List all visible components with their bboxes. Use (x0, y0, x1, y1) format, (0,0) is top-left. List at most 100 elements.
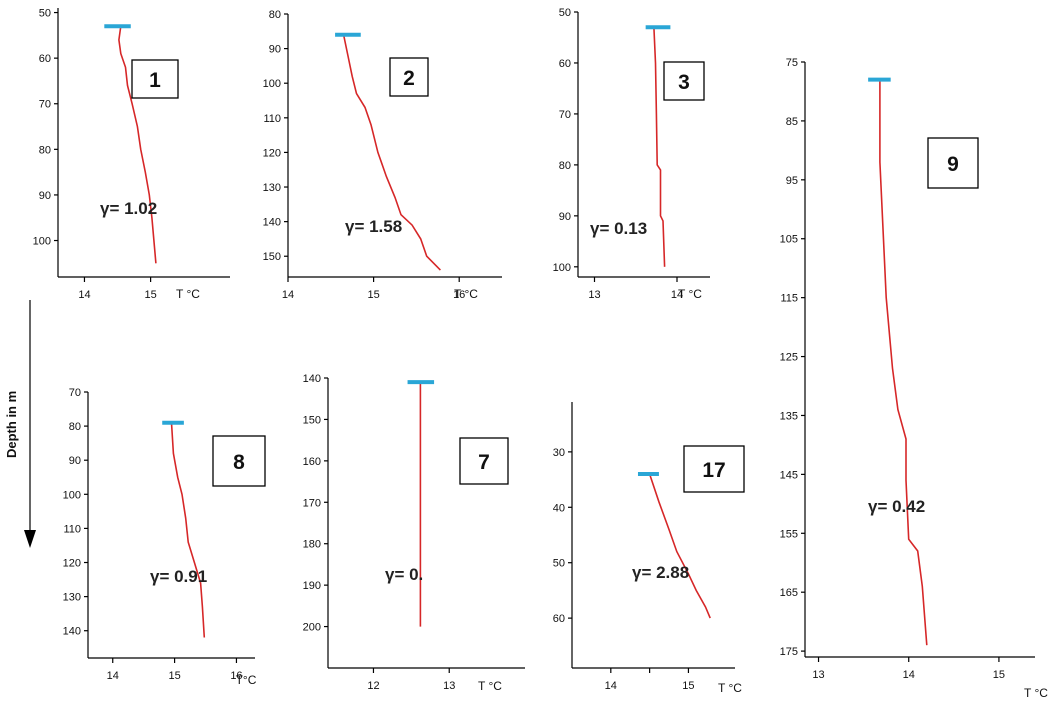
y-tick-label: 100 (553, 262, 571, 274)
temperature-profile-line (648, 473, 711, 619)
temperature-profile-line (879, 79, 928, 646)
x-tick-label: 15 (682, 680, 694, 692)
y-tick-label: 160 (303, 456, 321, 468)
gamma-annotation: γ= 0.13 (590, 219, 647, 238)
x-tick-label: 12 (367, 680, 379, 692)
gamma-annotation: γ= 0.91 (150, 567, 207, 586)
y-tick-label: 130 (263, 182, 281, 194)
y-tick-label: 150 (263, 251, 281, 263)
profile-number-label: 3 (678, 71, 690, 94)
y-tick-label: 140 (263, 217, 281, 229)
y-tick-label: 180 (303, 539, 321, 551)
y-tick-label: 60 (559, 58, 571, 70)
y-tick-label: 125 (780, 352, 798, 364)
x-unit-label: T °C (176, 287, 200, 301)
y-tick-label: 120 (63, 558, 81, 570)
y-tick-label: 165 (780, 587, 798, 599)
y-tick-label: 85 (786, 116, 798, 128)
x-unit-label: T°C (236, 673, 257, 687)
y-tick-label: 50 (553, 558, 565, 570)
y-tick-label: 75 (786, 57, 798, 69)
y-tick-label: 80 (39, 144, 51, 156)
y-tick-label: 80 (559, 160, 571, 172)
temperature-profile-line (118, 26, 157, 264)
y-tick-label: 130 (63, 592, 81, 604)
x-tick-label: 14 (78, 289, 90, 301)
temperature-profile-line (653, 27, 666, 267)
y-tick-label: 120 (263, 147, 281, 159)
y-tick-label: 170 (303, 497, 321, 509)
y-tick-label: 100 (63, 489, 81, 501)
y-tick-label: 100 (33, 236, 51, 248)
y-tick-label: 90 (39, 190, 51, 202)
profile-number-box (683, 445, 745, 493)
y-tick-label: 60 (553, 613, 565, 625)
y-tick-label: 135 (780, 410, 798, 422)
chart-2: 80 90 100 110 120 130 140 150 14 15 16T °C 2 γ= 1.58 (263, 9, 502, 301)
profile-number-box (663, 61, 705, 101)
y-tick-label: 105 (780, 234, 798, 246)
y-tick-label: 60 (39, 53, 51, 65)
x-tick-label: 14 (903, 669, 915, 681)
y-tick-label: 40 (553, 502, 565, 514)
gamma-annotation: γ= 0.42 (868, 497, 925, 516)
temperature-profile-line (170, 422, 206, 638)
y-tick-label: 200 (303, 622, 321, 634)
x-tick-label: 15 (168, 670, 180, 682)
profile-number-box (131, 59, 179, 99)
x-tick-label: 14 (282, 289, 294, 301)
profile-number-label: 7 (478, 451, 490, 474)
profile-number-box (212, 435, 266, 487)
gamma-annotation: γ= 2.88 (632, 563, 689, 582)
y-tick-label: 95 (786, 175, 798, 187)
x-tick-label: 14 (671, 289, 683, 301)
x-tick-label: 13 (443, 680, 455, 692)
x-unit-label: T °C (478, 679, 502, 693)
profile-number-box (927, 137, 979, 189)
chart-7: 140 150 160 170 180 190 200 12 13 T °C 7 γ= 0. (303, 373, 525, 693)
chart-1: 50 60 70 80 90 100 14 15 T °C 1 γ= 1.02 (33, 8, 230, 301)
y-tick-label: 150 (303, 414, 321, 426)
y-tick-label: 80 (269, 9, 281, 21)
y-tick-label: 50 (39, 8, 51, 20)
y-tick-label: 100 (263, 78, 281, 90)
x-tick-label: 14 (605, 680, 617, 692)
y-tick-label: 90 (559, 211, 571, 223)
chart-17: 30 40 50 60 14 15 T °C 17 γ= 2.88 (553, 402, 745, 695)
x-unit-label: T °C (718, 681, 742, 695)
y-tick-label: 50 (559, 7, 571, 19)
depth-annotation: Depth in m (4, 300, 36, 548)
profile-number-label: 8 (233, 451, 245, 474)
chart-9: 75 85 95 105 115 125 135 145 155 165 175 13 14 15 T °C… (780, 57, 1049, 700)
temperature-profile-line (342, 34, 441, 271)
profile-number-box (459, 437, 509, 485)
gamma-annotation: γ= 0. (385, 565, 423, 584)
y-tick-label: 145 (780, 469, 798, 481)
y-tick-label: 70 (39, 99, 51, 111)
y-tick-label: 175 (780, 646, 798, 658)
x-tick-label: 15 (993, 669, 1005, 681)
profile-number-label: 1 (149, 69, 161, 92)
gamma-annotation: γ= 1.02 (100, 199, 157, 218)
y-tick-label: 70 (559, 109, 571, 121)
profile-number-label: 17 (702, 459, 725, 482)
y-tick-label: 155 (780, 528, 798, 540)
profile-charts: 50 60 70 80 90 100 14 15 T °C 1 γ= 1.02 80 90 100 110 1… (33, 7, 1049, 700)
profile-number-label: 9 (947, 153, 959, 176)
y-tick-label: 90 (69, 455, 81, 467)
profile-number-label: 2 (403, 67, 415, 90)
depth-label: Depth in m (4, 391, 19, 458)
y-tick-label: 110 (63, 523, 81, 535)
x-tick-label: 15 (367, 289, 379, 301)
y-tick-label: 70 (69, 387, 81, 399)
x-tick-label: 13 (588, 289, 600, 301)
y-tick-label: 140 (63, 626, 81, 638)
x-unit-label: T °C (454, 287, 478, 301)
y-tick-label: 30 (553, 447, 565, 459)
gamma-annotation: γ= 1.58 (345, 217, 402, 236)
x-tick-label: 16 (453, 289, 465, 301)
y-tick-label: 90 (269, 44, 281, 56)
x-tick-label: 15 (144, 289, 156, 301)
profile-number-box (389, 57, 429, 97)
